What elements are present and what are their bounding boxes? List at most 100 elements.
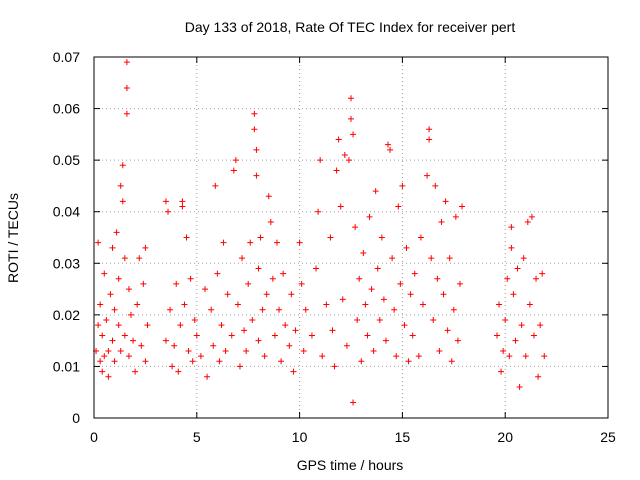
data-point — [331, 363, 338, 370]
data-point — [191, 317, 198, 324]
data-point — [263, 291, 270, 298]
data-point — [419, 301, 426, 308]
y-tick-label: 0.01 — [53, 358, 80, 374]
data-point — [280, 270, 287, 277]
data-point — [183, 234, 190, 241]
data-point — [253, 172, 260, 179]
data-point — [493, 332, 500, 339]
data-point — [368, 286, 375, 293]
data-point — [399, 182, 406, 189]
data-point — [385, 141, 392, 148]
data-point — [510, 291, 517, 298]
data-point — [220, 239, 227, 246]
x-tick-label: 15 — [395, 429, 411, 445]
data-point — [230, 167, 237, 174]
data-point — [271, 332, 278, 339]
data-point — [446, 255, 453, 262]
data-point — [222, 347, 229, 354]
data-point — [405, 358, 412, 365]
axis-ticks — [93, 56, 609, 419]
x-tick-label: 20 — [497, 429, 513, 445]
data-point — [255, 337, 262, 344]
data-point — [397, 280, 404, 287]
data-point — [440, 291, 447, 298]
data-point — [103, 317, 110, 324]
data-point — [354, 317, 361, 324]
data-point — [356, 275, 363, 282]
data-point — [249, 317, 256, 324]
y-tick-label: 0.05 — [53, 152, 80, 168]
data-point — [432, 182, 439, 189]
data-point — [537, 322, 544, 329]
data-point — [208, 306, 215, 313]
data-point — [105, 373, 112, 380]
data-point — [506, 353, 513, 360]
data-point — [136, 255, 143, 262]
data-point — [496, 301, 503, 308]
data-point — [360, 249, 367, 256]
y-tick-label: 0.06 — [53, 101, 80, 117]
data-point — [265, 193, 272, 200]
data-point — [535, 373, 542, 380]
data-point — [508, 244, 515, 251]
data-point — [130, 337, 137, 344]
data-point — [436, 347, 443, 354]
data-point — [173, 280, 180, 287]
data-point — [113, 229, 120, 236]
data-point — [123, 59, 130, 66]
data-point — [333, 167, 340, 174]
data-point — [345, 157, 352, 164]
data-point — [101, 270, 108, 277]
data-point — [228, 332, 235, 339]
data-point — [109, 244, 116, 251]
y-tick-label: 0.03 — [53, 255, 80, 271]
data-point — [187, 275, 194, 282]
data-point — [350, 131, 357, 138]
data-point — [239, 255, 246, 262]
data-point — [296, 239, 303, 246]
data-point — [115, 275, 122, 282]
data-point — [298, 280, 305, 287]
data-point — [315, 208, 322, 215]
data-point — [452, 213, 459, 220]
data-point — [179, 198, 186, 205]
data-point — [95, 239, 102, 246]
data-point — [101, 353, 108, 360]
data-point — [539, 270, 546, 277]
data-point — [409, 332, 416, 339]
data-point — [162, 337, 169, 344]
data-point — [204, 373, 211, 380]
data-point — [380, 296, 387, 303]
data-point — [218, 322, 225, 329]
data-point — [189, 358, 196, 365]
data-point — [520, 255, 527, 262]
data-point — [214, 270, 221, 277]
data-point — [282, 322, 289, 329]
data-point — [411, 270, 418, 277]
data-point — [376, 317, 383, 324]
data-point — [261, 353, 268, 360]
data-point — [335, 136, 342, 143]
data-point — [105, 347, 112, 354]
data-point — [202, 286, 209, 293]
data-point — [162, 198, 169, 205]
data-point — [508, 224, 515, 231]
data-point — [257, 234, 264, 241]
data-point — [393, 353, 400, 360]
data-point — [125, 353, 132, 360]
data-point — [212, 182, 219, 189]
y-tick-label: 0.04 — [53, 204, 80, 220]
data-point — [348, 95, 354, 102]
data-point — [389, 255, 396, 262]
data-point — [448, 358, 455, 365]
y-tick-labels: 0 0.01 0.02 0.03 0.04 0.05 0.06 0.07 — [53, 49, 80, 426]
data-point — [514, 265, 521, 272]
data-point — [518, 322, 525, 329]
data-point — [358, 358, 365, 365]
y-tick-label: 0 — [72, 410, 80, 426]
data-point — [533, 275, 540, 282]
data-point — [530, 332, 537, 339]
data-point — [167, 306, 174, 313]
data-point — [165, 208, 172, 215]
data-point — [438, 219, 445, 226]
